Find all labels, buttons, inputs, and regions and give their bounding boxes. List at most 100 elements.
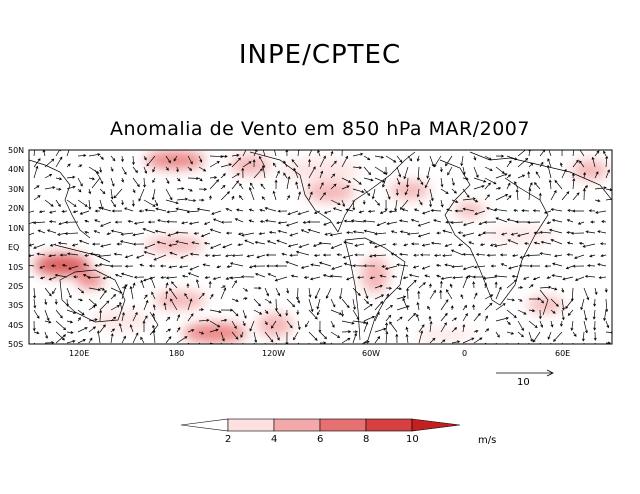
wind-vector-arrow xyxy=(517,309,527,315)
wind-vector-arrow xyxy=(291,159,299,168)
wind-vector-arrow xyxy=(143,315,148,322)
wind-vector-arrow xyxy=(358,210,365,214)
wind-vector-arrow xyxy=(396,177,401,186)
wind-vector-arrow xyxy=(211,210,222,215)
wind-vector-arrow xyxy=(473,265,486,269)
wind-vector-arrow xyxy=(229,276,244,280)
wind-vector-arrow xyxy=(572,209,584,213)
wind-vector-arrow xyxy=(495,173,508,179)
wind-vector-arrow xyxy=(165,276,178,280)
wind-vector-arrow xyxy=(165,290,169,300)
wind-vector-arrow xyxy=(32,221,46,225)
wind-vector-arrow xyxy=(220,191,230,201)
wind-vector-arrow xyxy=(561,309,565,321)
wind-vector-arrow xyxy=(567,309,574,316)
wind-vector-arrow xyxy=(203,241,211,245)
wind-vector-arrow xyxy=(341,330,352,334)
wind-vector-arrow xyxy=(421,243,431,247)
wind-vector-arrow xyxy=(119,240,134,245)
wind-vector-arrow xyxy=(264,287,270,297)
wind-vector-arrow xyxy=(314,287,321,299)
wind-vector-arrow xyxy=(517,174,526,179)
wind-vector-arrow xyxy=(231,309,239,317)
wind-vector-arrow xyxy=(289,232,299,237)
wind-vector-arrow xyxy=(170,298,178,311)
wind-vector-arrow xyxy=(363,155,371,161)
wind-vector-arrow xyxy=(248,219,255,223)
wind-vector-arrow xyxy=(518,264,530,268)
wind-vector-arrow xyxy=(547,331,552,340)
wind-vector-arrow xyxy=(506,155,518,161)
wind-vector-arrow xyxy=(153,254,167,261)
wind-vector-arrow xyxy=(484,177,497,185)
colorbar-level-label: 6 xyxy=(317,434,323,445)
wind-vector-arrow xyxy=(506,160,512,168)
wind-vector-arrow xyxy=(110,293,117,300)
wind-vector-arrow xyxy=(198,318,210,322)
wind-vector-arrow xyxy=(220,220,233,224)
wind-vector-arrow xyxy=(381,264,387,268)
wind-vector-arrow xyxy=(513,209,519,213)
wind-vector-arrow xyxy=(399,230,409,234)
wind-vector-arrow xyxy=(187,166,193,172)
wind-vector-arrow xyxy=(484,294,494,300)
wind-vector-arrow xyxy=(50,264,57,268)
wind-vector-arrow xyxy=(429,320,433,333)
wind-vector-arrow xyxy=(322,274,332,278)
wind-vector-arrow xyxy=(121,177,125,183)
wind-vector-arrow xyxy=(472,281,476,289)
wind-vector-arrow xyxy=(155,207,167,212)
wind-vector-arrow xyxy=(259,155,266,168)
wind-vector-arrow xyxy=(184,292,189,300)
wind-vector-arrow xyxy=(143,155,147,161)
wind-vector-arrow xyxy=(168,265,178,269)
wind-vector-arrow xyxy=(363,188,371,197)
wind-vector-arrow xyxy=(300,229,310,234)
wind-vector-arrow xyxy=(462,177,469,181)
wind-vector-arrow xyxy=(286,287,290,294)
wind-vector-arrow xyxy=(345,208,354,212)
wind-vector-arrow xyxy=(212,276,222,281)
wind-vector-arrow xyxy=(352,320,367,324)
wind-vector-arrow xyxy=(500,263,508,267)
anomaly-shading xyxy=(34,151,608,343)
wind-vector-arrow xyxy=(385,304,393,311)
wind-vector-arrow xyxy=(88,337,93,344)
wind-vector-arrow xyxy=(143,299,149,311)
wind-vector-arrow xyxy=(147,220,156,224)
wind-vector-arrow xyxy=(296,309,300,316)
wind-vector-arrow xyxy=(72,210,79,214)
wind-vector-arrow xyxy=(127,219,134,223)
wind-vector-arrow xyxy=(386,221,398,226)
wind-vector-arrow xyxy=(495,331,500,338)
wind-vector-arrow xyxy=(124,254,134,259)
wind-vector-arrow xyxy=(98,206,112,212)
wind-vector-arrow xyxy=(248,187,255,201)
wind-vector-arrow xyxy=(462,207,475,212)
wind-vector-arrow xyxy=(44,287,52,297)
wind-vector-arrow xyxy=(119,301,123,311)
wind-vector-arrow xyxy=(208,195,212,201)
wind-vector-arrow xyxy=(439,166,443,173)
wind-vector-arrow xyxy=(55,334,67,344)
wind-vector-arrow xyxy=(462,265,475,271)
reference-arrowhead xyxy=(546,369,554,377)
wind-vector-arrow xyxy=(574,276,585,281)
wind-vector-arrow xyxy=(451,317,458,322)
wind-vector-arrow xyxy=(515,220,530,224)
wind-vector-arrow xyxy=(33,243,46,249)
wind-vector-arrow xyxy=(216,265,222,269)
wind-vector-arrow xyxy=(77,153,87,157)
wind-vector-arrow xyxy=(198,155,203,163)
wind-vector-arrow xyxy=(298,243,310,248)
wind-vector-arrow xyxy=(578,241,585,245)
wind-vector-arrow xyxy=(435,263,442,267)
wind-vector-arrow xyxy=(176,166,179,173)
wind-vector-arrow xyxy=(261,196,266,201)
wind-vector-arrow xyxy=(180,254,189,259)
longitude-labels: 120E 180 120W 60W 0 60E xyxy=(69,349,570,358)
wind-vector-arrow xyxy=(143,250,156,256)
wind-vector-arrow xyxy=(528,320,538,329)
wind-vector-arrow xyxy=(416,155,420,162)
wind-vector-arrow xyxy=(426,166,431,179)
